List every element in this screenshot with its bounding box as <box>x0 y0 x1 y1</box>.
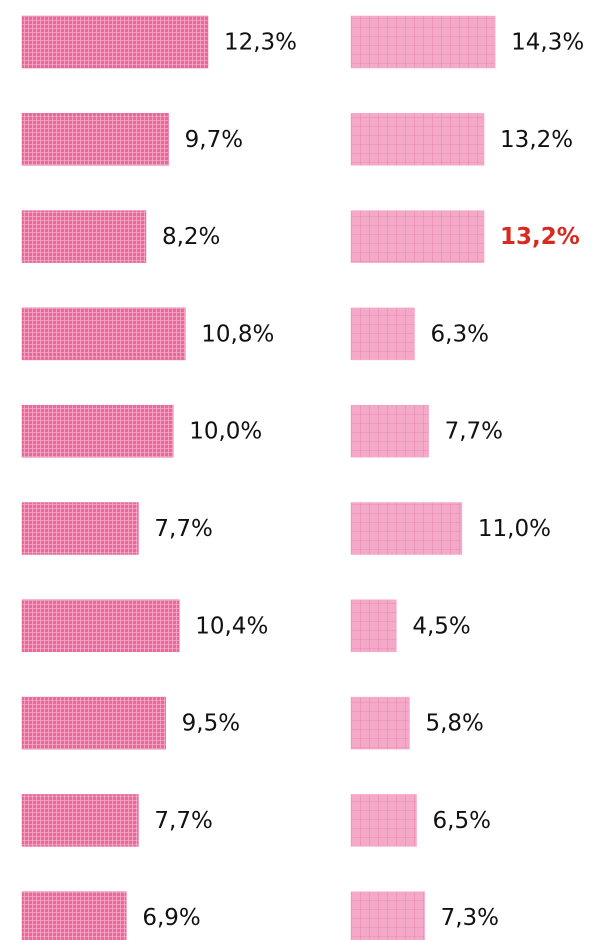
bar <box>21 891 127 940</box>
bar <box>21 307 186 361</box>
bar <box>350 404 429 458</box>
bar <box>21 404 174 458</box>
value-label: 4,5% <box>412 613 470 639</box>
value-label: 13,2% <box>500 127 573 153</box>
value-label: 7,7% <box>154 808 212 834</box>
bar <box>350 696 410 750</box>
value-label: 14,3% <box>511 30 584 56</box>
bar <box>350 794 417 847</box>
value-label: 6,5% <box>433 808 491 834</box>
bar <box>21 599 180 653</box>
bar <box>21 696 166 750</box>
value-label: 10,0% <box>189 419 262 445</box>
value-label: 9,5% <box>182 711 240 737</box>
value-label: 10,8% <box>201 321 274 347</box>
value-label: 11,0% <box>478 516 551 542</box>
value-label: 6,3% <box>431 321 489 347</box>
bar <box>350 210 485 263</box>
value-label: 7,7% <box>445 419 503 445</box>
bar <box>21 15 209 69</box>
value-label: 7,7% <box>154 516 212 542</box>
value-label: 12,3% <box>224 30 297 56</box>
bar <box>21 794 139 847</box>
bar <box>21 113 169 166</box>
value-label: 7,3% <box>441 905 499 931</box>
bar <box>21 210 147 263</box>
bar <box>350 891 425 940</box>
value-label: 9,7% <box>185 127 243 153</box>
value-label: 6,9% <box>142 905 200 931</box>
bar <box>21 502 139 555</box>
bar <box>350 15 496 69</box>
bar <box>350 599 397 653</box>
value-label: 10,4% <box>195 613 268 639</box>
bar <box>350 502 463 555</box>
value-label: 13,2% <box>500 224 580 250</box>
value-label: 8,2% <box>162 224 220 250</box>
bar <box>350 113 485 166</box>
bar <box>350 307 415 361</box>
value-label: 5,8% <box>425 711 483 737</box>
